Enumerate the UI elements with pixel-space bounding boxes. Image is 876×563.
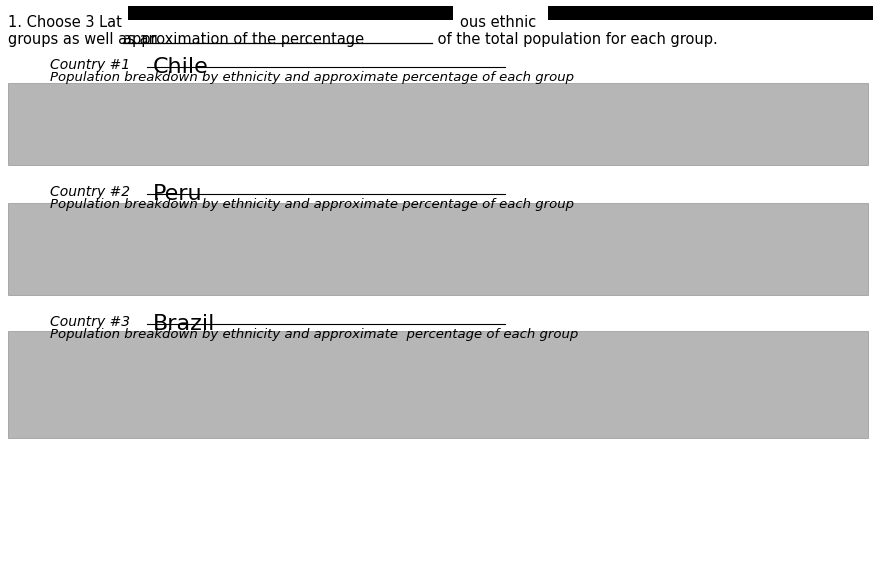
Bar [8,331,868,438]
Text: Chile: Chile [153,57,208,77]
Bar [548,6,873,20]
Text: ous ethnic: ous ethnic [460,15,536,30]
Bar [8,203,868,295]
Text: Peru: Peru [153,184,202,204]
Text: groups as well as an: groups as well as an [8,32,163,47]
Text: Country #1: Country #1 [50,58,131,72]
Text: approximation of the percentage: approximation of the percentage [123,32,364,47]
Text: Population breakdown by ethnicity and approximate percentage of each group: Population breakdown by ethnicity and ap… [50,198,574,211]
Text: Population breakdown by ethnicity and approximate percentage of each group: Population breakdown by ethnicity and ap… [50,71,574,84]
Text: Brazil: Brazil [153,314,215,334]
Text: Country #2: Country #2 [50,185,131,199]
Text: of the total population for each group.: of the total population for each group. [433,32,717,47]
Text: Population breakdown by ethnicity and approximate  percentage of each group: Population breakdown by ethnicity and ap… [50,328,578,341]
Bar [8,83,868,165]
Text: 1. Choose 3 Lat: 1. Choose 3 Lat [8,15,122,30]
Text: Country #3: Country #3 [50,315,131,329]
Bar [128,6,453,20]
